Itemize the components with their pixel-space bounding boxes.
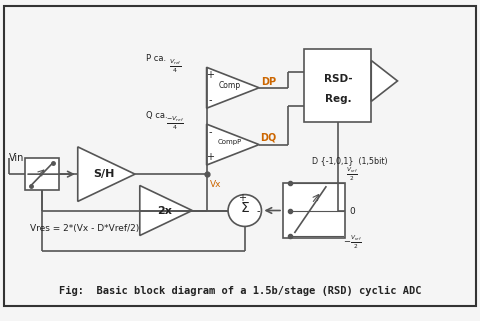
Polygon shape (206, 124, 259, 165)
Text: P ca.: P ca. (146, 54, 167, 63)
Text: +: + (206, 152, 215, 162)
Polygon shape (140, 186, 192, 236)
Polygon shape (78, 147, 135, 201)
Text: $\frac{-V_{ref}}{4}$: $\frac{-V_{ref}}{4}$ (167, 114, 185, 132)
Text: Vx: Vx (210, 179, 222, 189)
Text: -: - (209, 95, 212, 106)
Text: $0$: $0$ (348, 205, 356, 216)
Text: S/H: S/H (93, 169, 115, 179)
Text: $-\frac{V_{ref}}{2}$: $-\frac{V_{ref}}{2}$ (343, 234, 362, 251)
Text: Comp: Comp (218, 81, 240, 90)
FancyBboxPatch shape (304, 49, 371, 122)
Text: +: + (206, 70, 215, 80)
Polygon shape (371, 60, 397, 101)
Text: RSD-: RSD- (324, 74, 352, 84)
Text: DQ: DQ (261, 133, 277, 143)
FancyBboxPatch shape (4, 6, 476, 306)
FancyBboxPatch shape (283, 183, 345, 238)
FancyBboxPatch shape (25, 158, 59, 190)
Text: +: + (239, 193, 246, 203)
Text: D {-1,0,1}  (1,5bit): D {-1,0,1} (1,5bit) (312, 156, 387, 165)
Polygon shape (206, 67, 259, 108)
Text: Reg.: Reg. (324, 94, 351, 104)
Text: Fig:  Basic block diagram of a 1.5b/stage (RSD) cyclic ADC: Fig: Basic block diagram of a 1.5b/stage… (59, 286, 421, 296)
Text: 2x: 2x (157, 205, 172, 215)
Text: DP: DP (261, 77, 276, 87)
Text: $\frac{V_{ref}}{2}$: $\frac{V_{ref}}{2}$ (346, 165, 358, 183)
Text: Vres = 2*(Vx - D*Vref/2): Vres = 2*(Vx - D*Vref/2) (30, 224, 139, 233)
Text: CompP: CompP (217, 139, 241, 145)
Text: -: - (209, 127, 212, 137)
Text: -: - (256, 206, 260, 216)
Text: Vin: Vin (9, 153, 24, 163)
Text: $\Sigma$: $\Sigma$ (240, 201, 250, 215)
Text: $\frac{V_{ref}}{4}$: $\frac{V_{ref}}{4}$ (169, 57, 182, 75)
Circle shape (228, 195, 262, 226)
Text: Q ca.: Q ca. (145, 110, 168, 119)
